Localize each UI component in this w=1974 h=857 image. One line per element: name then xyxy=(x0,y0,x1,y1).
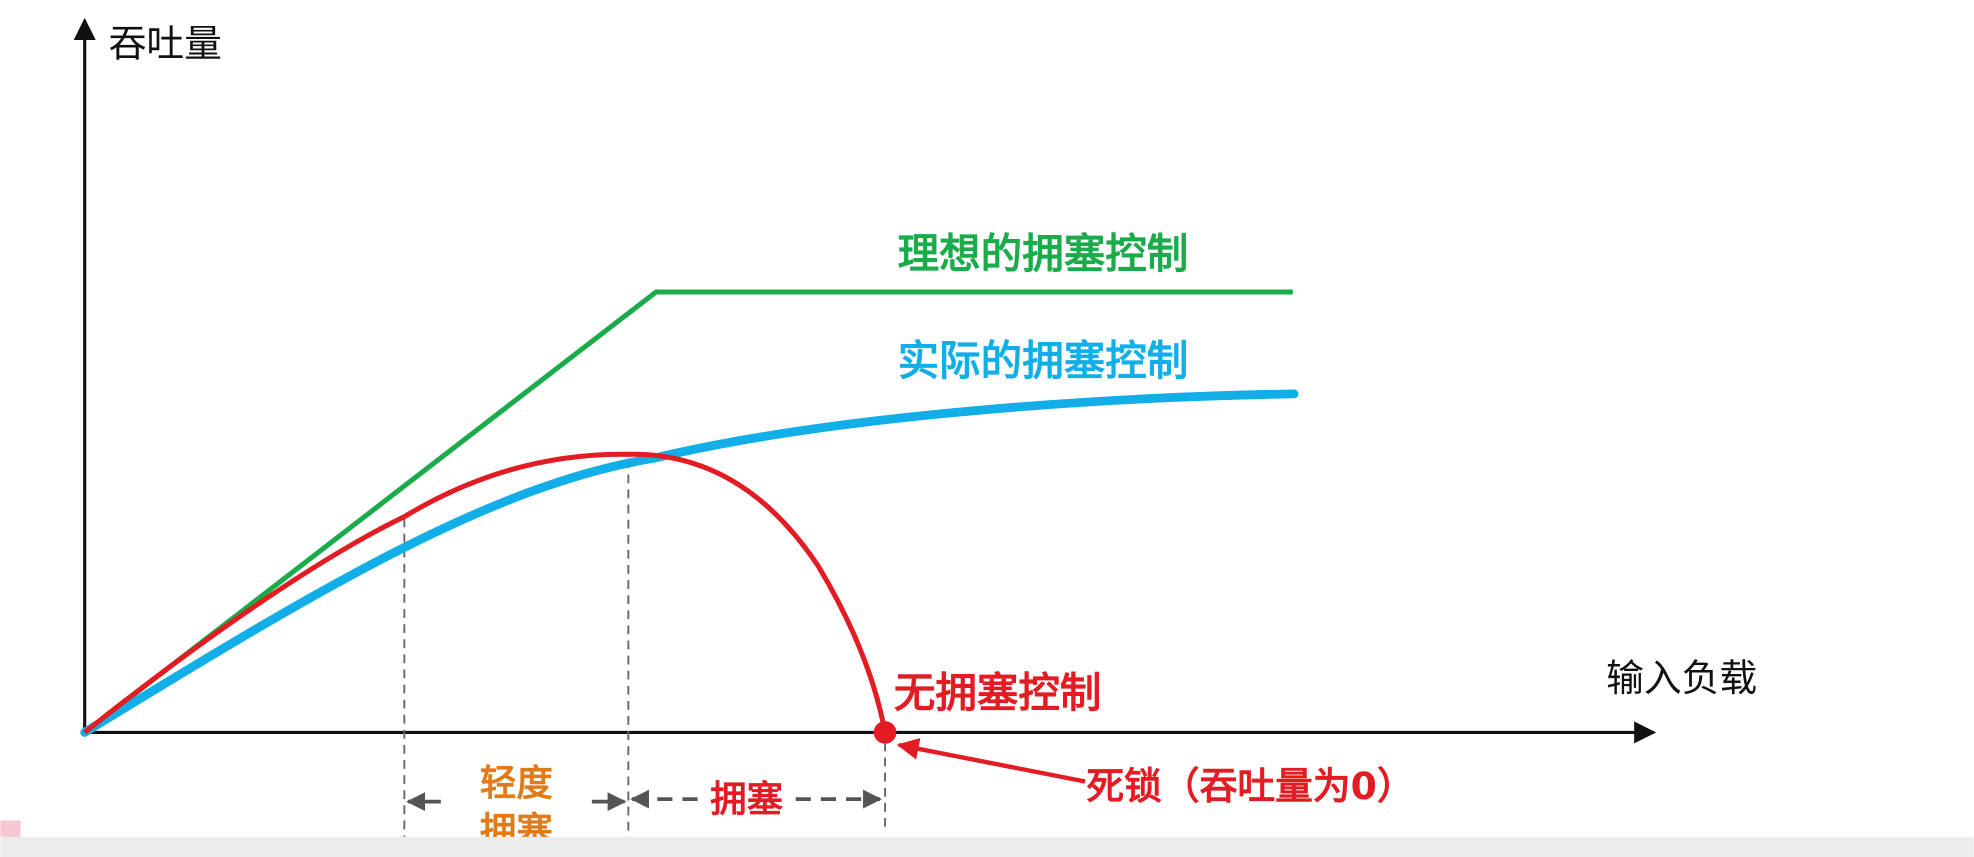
actual-label: 实际的拥塞控制 xyxy=(898,336,1189,385)
actual-curve xyxy=(80,389,1299,737)
deadlock-arrow xyxy=(896,738,1086,784)
no-control-curve xyxy=(83,451,888,735)
deadlock-point xyxy=(873,721,897,744)
ideal-label: 理想的拥塞控制 xyxy=(898,229,1189,278)
x-axis-label: 输入负载 xyxy=(1606,656,1757,700)
light-congestion-label: 轻度 xyxy=(480,761,553,804)
congestion-label: 拥塞 xyxy=(710,778,783,821)
corner-mark xyxy=(0,820,21,837)
bottom-strip xyxy=(0,836,1974,857)
no-control-label: 无拥塞控制 xyxy=(894,668,1102,717)
ideal-curve xyxy=(83,289,1293,735)
deadlock-label: 死锁（吞吐量为0） xyxy=(1086,764,1414,808)
y-axis-label: 吞吐量 xyxy=(109,22,222,66)
